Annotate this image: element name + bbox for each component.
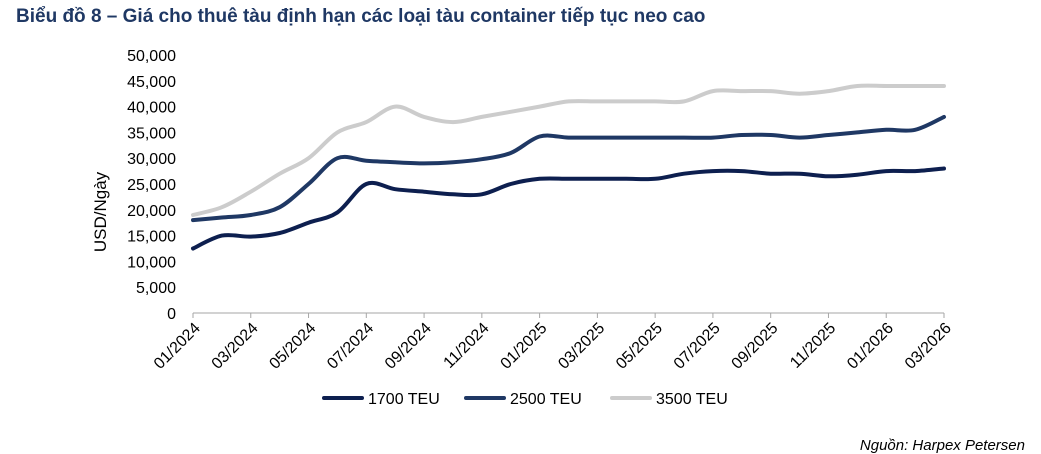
x-tick-label: 09/2024 bbox=[382, 320, 435, 373]
x-axis-ticks: 01/2024 03/2024 05/2024 07/2024 09/2024 11/20… bbox=[151, 313, 955, 373]
x-tick-label: 03/2025 bbox=[555, 320, 608, 373]
y-tick-label: 35,000 bbox=[127, 125, 176, 142]
source-note: Nguồn: Harpex Petersen bbox=[859, 437, 1025, 454]
series-lines bbox=[191, 83, 946, 251]
x-tick-label: 03/2026 bbox=[902, 320, 955, 373]
legend-label: 2500 TEU bbox=[510, 391, 582, 408]
x-tick-label: 01/2026 bbox=[844, 320, 897, 373]
legend-label: 3500 TEU bbox=[656, 391, 728, 408]
y-tick-label: 45,000 bbox=[127, 74, 176, 91]
y-tick-label: 25,000 bbox=[127, 177, 176, 194]
x-tick-label: 01/2024 bbox=[151, 320, 204, 373]
x-tick-label: 11/2024 bbox=[441, 320, 493, 372]
y-tick-label: 10,000 bbox=[127, 254, 176, 271]
x-tick-label: 05/2025 bbox=[613, 320, 666, 373]
y-tick-label: 40,000 bbox=[127, 100, 176, 117]
y-axis-label: USD/Ngày bbox=[91, 171, 110, 252]
series-line-2500-teu bbox=[191, 114, 946, 223]
x-tick-label: 01/2025 bbox=[498, 320, 551, 373]
y-axis-ticks: 0 5,000 10,000 15,000 20,000 25,000 30,000 35,0… bbox=[127, 48, 176, 323]
series-line-1700-teu bbox=[191, 166, 946, 251]
y-tick-label: 20,000 bbox=[127, 203, 176, 220]
y-tick-label: 50,000 bbox=[127, 48, 176, 65]
x-tick-label: 07/2024 bbox=[324, 320, 377, 373]
x-tick-label: 09/2025 bbox=[729, 320, 782, 373]
y-tick-label: 0 bbox=[167, 306, 176, 323]
legend-label: 1700 TEU bbox=[368, 391, 440, 408]
x-tick-label: 05/2024 bbox=[266, 320, 319, 373]
x-tick-label: 11/2025 bbox=[787, 320, 839, 372]
series-line-3500-teu bbox=[191, 83, 946, 217]
y-tick-label: 15,000 bbox=[127, 229, 176, 246]
y-tick-label: 5,000 bbox=[136, 280, 176, 297]
x-tick-label: 03/2024 bbox=[209, 320, 262, 373]
y-tick-label: 30,000 bbox=[127, 151, 176, 168]
legend: 1700 TEU 2500 TEU 3500 TEU bbox=[322, 391, 728, 408]
x-tick-label: 07/2025 bbox=[671, 320, 724, 373]
chart-title: Biểu đồ 8 – Giá cho thuê tàu định hạn cá… bbox=[16, 6, 706, 27]
